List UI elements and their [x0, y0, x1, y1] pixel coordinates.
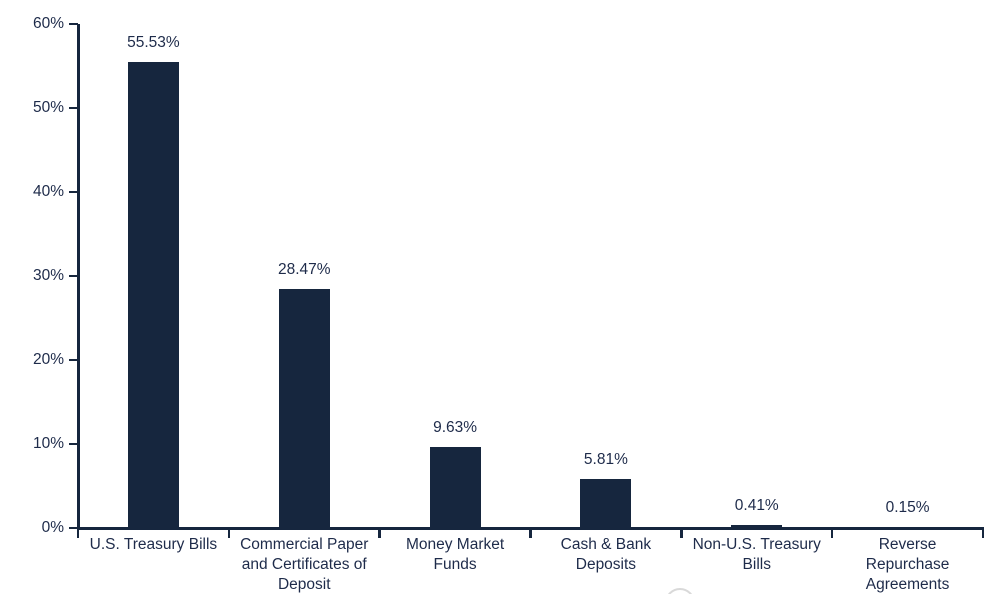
y-tick-mark — [69, 106, 78, 110]
bar-value-label: 55.53% — [127, 33, 180, 51]
x-tick-mark — [529, 527, 532, 538]
y-tick-mark — [69, 358, 78, 362]
bar-value-label: 9.63% — [433, 419, 478, 437]
bar — [429, 447, 481, 528]
y-axis-line — [77, 24, 80, 530]
bar — [278, 288, 330, 528]
bar — [127, 61, 179, 528]
y-tick-mark — [69, 526, 78, 530]
x-tick-mark — [227, 527, 231, 538]
x-category-label-line: Non-U.S. Treasury — [692, 536, 821, 553]
y-tick-mark — [69, 274, 78, 278]
bar-value-label: 28.47% — [277, 260, 331, 278]
y-tick-label: 50% — [32, 99, 64, 116]
x-category-label-line: Cash & Bank — [560, 536, 652, 553]
x-category-label: Reverse Repurchase Agreements — [832, 535, 983, 594]
x-tick-mark — [378, 527, 381, 538]
x-category-label-line: Repurchase — [865, 556, 950, 573]
x-category-label-line: and Certificates of — [241, 556, 367, 573]
y-tick-label: 60% — [32, 15, 64, 32]
x-category-label-line: Agreements — [865, 576, 950, 593]
x-category-label-line: Deposits — [575, 556, 637, 573]
x-category-label-line: U.S. Treasury Bills — [89, 536, 218, 553]
y-tick-label: 40% — [32, 183, 64, 200]
y-tick-mark — [69, 190, 78, 194]
x-category-label-line: Commercial Paper — [240, 536, 369, 553]
x-tick-mark — [76, 527, 80, 538]
y-tick-label: 10% — [32, 435, 64, 452]
x-tick-mark — [680, 527, 683, 538]
x-category-label: U.S. Treasury Bills — [78, 535, 229, 555]
x-category-label-line: Deposit — [277, 576, 331, 593]
x-category-label: Non-U.S. Treasury Bills — [681, 535, 832, 575]
y-tick-label: 20% — [32, 351, 64, 368]
bar — [731, 524, 783, 528]
y-tick-label: 0% — [41, 519, 64, 536]
y-tick-mark — [69, 22, 78, 26]
x-category-label-line: Funds — [433, 556, 477, 573]
x-category-label-line: Bills — [742, 556, 771, 573]
bar-value-label: 0.41% — [734, 496, 779, 514]
x-tick-mark — [981, 527, 985, 538]
x-category-label: Commercial Paper and Certificates of Depos… — [229, 535, 380, 594]
x-category-label-line: Money Market — [405, 536, 505, 553]
bar-value-label: 0.15% — [885, 498, 930, 516]
bar-value-label: 5.81% — [583, 451, 628, 469]
x-category-label-line: Reverse — [878, 536, 937, 553]
y-tick-label: 30% — [32, 267, 64, 284]
bar — [882, 526, 934, 528]
x-category-label: Money Market Funds — [380, 535, 531, 575]
x-category-label: Cash & Bank Deposits — [531, 535, 682, 575]
y-tick-mark — [69, 442, 78, 446]
bar — [580, 479, 632, 528]
x-tick-mark — [830, 527, 834, 538]
watermark-arc — [665, 588, 695, 594]
